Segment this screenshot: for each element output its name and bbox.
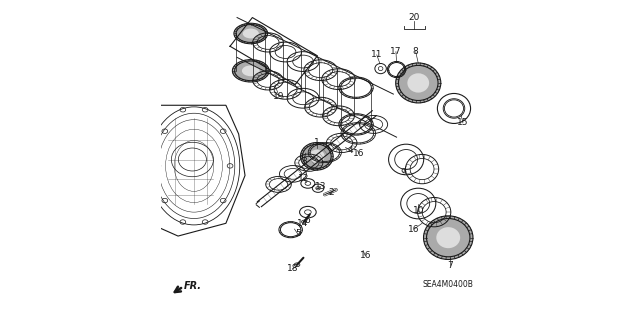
Ellipse shape [436,227,460,248]
Ellipse shape [243,29,259,38]
Ellipse shape [301,220,307,223]
Text: SEA4M0400B: SEA4M0400B [422,280,473,289]
Text: 1: 1 [314,138,320,147]
Text: 16: 16 [408,225,420,234]
Text: FR.: FR. [184,281,202,292]
Text: 7: 7 [447,261,453,270]
Ellipse shape [242,65,260,76]
Text: 16: 16 [360,251,371,260]
Text: 9: 9 [401,168,406,177]
Text: 11: 11 [371,50,383,59]
Text: 4: 4 [348,146,353,155]
Text: 8: 8 [413,47,419,56]
Text: 2: 2 [328,188,334,197]
Text: 18: 18 [287,264,299,273]
Text: 16: 16 [353,149,365,158]
Ellipse shape [294,263,300,267]
Text: 5: 5 [295,229,301,238]
Ellipse shape [232,60,269,82]
Text: 13: 13 [315,182,326,191]
Ellipse shape [408,73,429,93]
Ellipse shape [396,63,441,103]
Text: 17: 17 [390,47,402,56]
Ellipse shape [309,150,324,163]
Text: 14: 14 [297,219,308,228]
Text: 15: 15 [457,118,468,127]
Ellipse shape [300,143,333,170]
Text: 10: 10 [413,206,424,215]
Ellipse shape [234,23,268,44]
Text: 19: 19 [273,92,285,101]
Text: 3: 3 [301,157,307,166]
Text: 12: 12 [298,174,309,182]
Ellipse shape [424,216,473,259]
Text: 6: 6 [305,216,310,225]
Text: 20: 20 [408,13,420,22]
